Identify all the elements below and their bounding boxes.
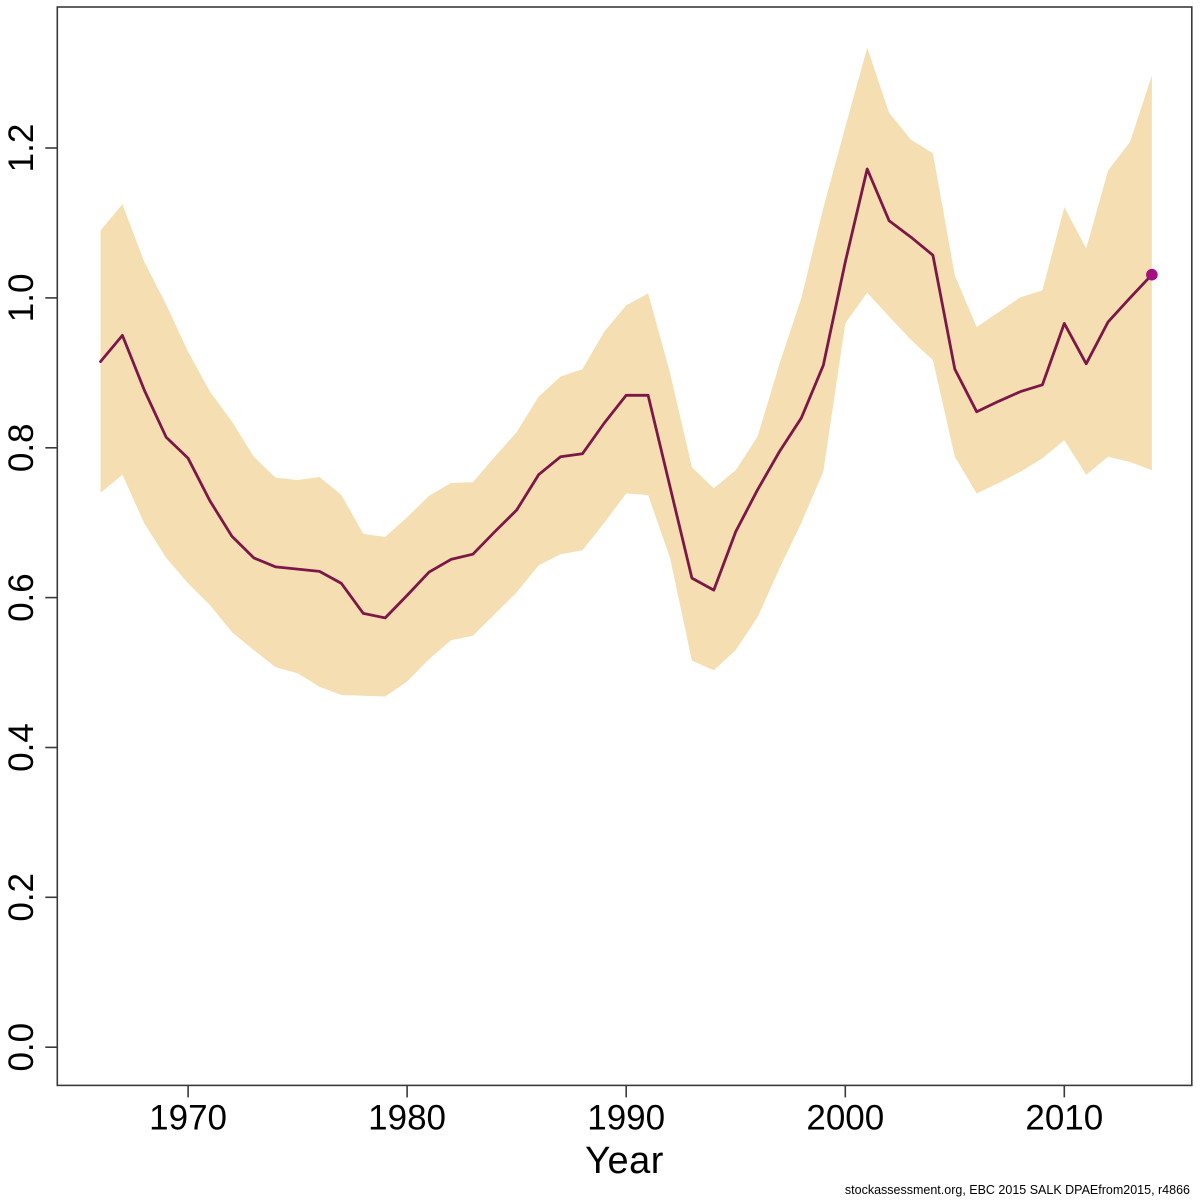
y-axis-tick-label: 1.2 <box>2 124 41 173</box>
x-axis-title: Year <box>585 1140 664 1182</box>
x-axis-tick-label: 1980 <box>368 1098 446 1137</box>
x-axis-tick-label: 2000 <box>806 1098 884 1137</box>
endpoint-dot <box>1146 268 1158 281</box>
x-axis-tick-label: 1990 <box>587 1098 665 1137</box>
x-axis-tick-label: 2010 <box>1025 1098 1103 1137</box>
y-axis-tick-label: 0.4 <box>2 723 41 772</box>
plot-frame <box>56 6 1193 1087</box>
estimate-line <box>99 167 1154 620</box>
y-axis-tick-label: 0.8 <box>2 423 41 472</box>
y-axis-tick-label: 0.6 <box>2 573 41 622</box>
y-axis-tick-label: 0.0 <box>2 1023 41 1072</box>
x-axis-tick-label: 1970 <box>149 1098 227 1137</box>
plot-caption: stockassessment.org, EBC 2015 SALK DPAEf… <box>844 1183 1190 1197</box>
y-axis-tick-label: 0.2 <box>2 873 41 922</box>
confidence-band <box>100 47 1152 697</box>
y-axis-tick-label: 1.0 <box>2 274 41 323</box>
